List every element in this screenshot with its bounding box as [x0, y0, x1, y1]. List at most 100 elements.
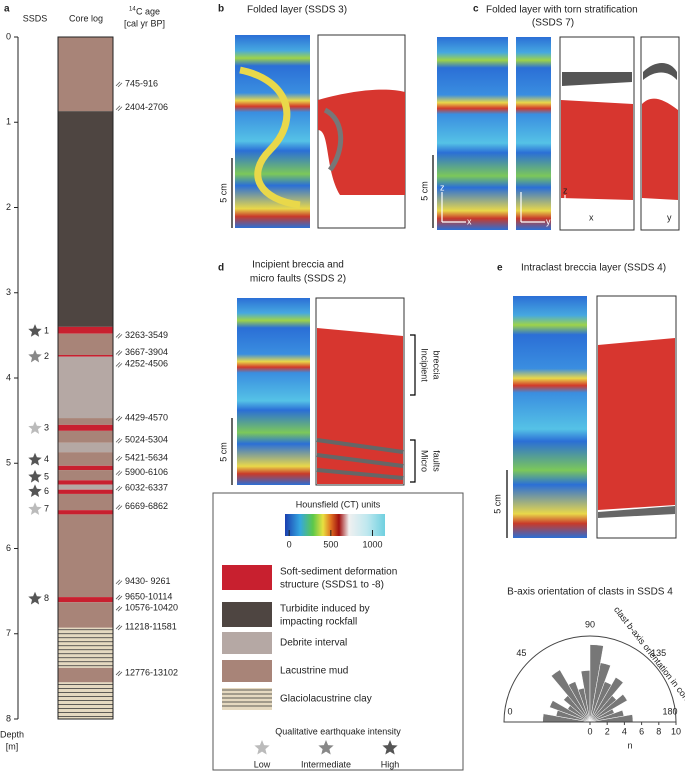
- core-layer: [58, 452, 113, 466]
- age-label: 10576-10420: [125, 603, 178, 613]
- annotation: faults: [432, 450, 442, 472]
- rose-wedge: [589, 694, 628, 723]
- intensity-star: [318, 740, 334, 755]
- legend-label: Turbidite induced by: [280, 604, 370, 615]
- panel-title: Folded layer with torn stratification: [486, 5, 638, 16]
- age-label: 12776-13102: [125, 667, 178, 677]
- axis-letter: y: [667, 212, 672, 222]
- intensity-title: Qualitative earthquake intensity: [275, 726, 401, 736]
- age-label: 5900-6106: [125, 467, 168, 477]
- colorbar-tick-label: 500: [323, 539, 338, 549]
- header: [cal yr BP]: [124, 18, 165, 28]
- sample-marker: [115, 670, 123, 677]
- sample-marker: [115, 105, 123, 112]
- event-star: [28, 469, 42, 483]
- age-label: 3263-3549: [125, 330, 168, 340]
- age-label: 4252-4506: [125, 359, 168, 369]
- core-layer: [58, 627, 113, 668]
- core-layer: [58, 111, 113, 327]
- depth-tick-label: 4: [6, 372, 11, 382]
- r-tick-label: 8: [656, 726, 661, 736]
- legend-label: Glaciolacustrine clay: [280, 694, 372, 705]
- sample-marker: [115, 81, 123, 88]
- event-star: [28, 349, 42, 363]
- scale-bars: [231, 155, 667, 538]
- sample-marker: [115, 333, 123, 339]
- core-layer: [58, 493, 113, 511]
- deformed-layer: [598, 338, 675, 510]
- legend-swatch: [222, 565, 272, 590]
- panel-title: Folded layer (SSDS 3): [247, 5, 347, 16]
- event-label: 7: [44, 504, 49, 514]
- legend-label: impacting rockfall: [280, 617, 357, 628]
- sample-marker: [115, 437, 123, 444]
- event-star: [28, 452, 42, 466]
- annotation: Incipient: [420, 348, 430, 382]
- core-layer: [58, 37, 113, 112]
- age-label: 6032-6337: [125, 482, 168, 492]
- rose-axis-label: clast b-axis orientation in core: [612, 605, 685, 705]
- event-star: [28, 591, 42, 605]
- age-label: 3667-3904: [125, 347, 168, 357]
- core-layer: [58, 356, 113, 419]
- angle-tick-label: 90: [585, 619, 595, 629]
- layer: [643, 63, 677, 80]
- intensity-star: [382, 740, 398, 755]
- ct-scan: [237, 298, 310, 485]
- superscript: 14: [129, 7, 136, 13]
- angle-tick-label: 0: [507, 706, 512, 716]
- sample-marker: [115, 624, 123, 631]
- age-label: 6669-6862: [125, 501, 168, 511]
- event-star: [28, 324, 42, 337]
- core-layer: [58, 465, 113, 471]
- panel-letter: c: [473, 4, 479, 15]
- core-layer: [58, 326, 113, 334]
- age-label: 2404-2706: [125, 102, 168, 112]
- scale-label: 5 cm: [218, 442, 228, 462]
- axis-label: Depth: [0, 729, 24, 739]
- core-layer: [58, 510, 113, 515]
- event-label: 4: [44, 454, 49, 464]
- depth-tick-label: 5: [6, 458, 11, 468]
- rose-wedge: [589, 676, 624, 723]
- core-layer: [58, 602, 113, 628]
- axis-arrows: [441, 192, 667, 226]
- panel-letter: a: [4, 4, 10, 15]
- sample-marker: [115, 579, 123, 586]
- axis-letter: z: [440, 182, 445, 192]
- core-layer: [58, 418, 113, 425]
- legend-label: Debrite interval: [280, 638, 347, 649]
- ct-scan: [516, 37, 551, 230]
- scale-label: 5 cm: [218, 183, 228, 203]
- age-label: 9430- 9261: [125, 576, 171, 586]
- axis-letter: y: [546, 216, 551, 226]
- age-label: 11218-11581: [125, 621, 177, 631]
- annotation: breccia: [432, 350, 442, 379]
- rose-title: B-axis orientation of clasts in SSDS 4: [507, 587, 673, 598]
- core-layer: [58, 442, 113, 453]
- legend-label: structure (SSDS1 to -8): [280, 580, 384, 591]
- event-star: [28, 421, 42, 434]
- event-label: 6: [44, 486, 49, 496]
- layer: [562, 72, 632, 86]
- depth-tick-label: 8: [6, 713, 11, 723]
- layer: [598, 506, 675, 518]
- event-label: 8: [44, 593, 49, 603]
- header: C age: [136, 6, 160, 16]
- sample-marker: [115, 504, 123, 511]
- scale-label: 5 cm: [419, 181, 429, 201]
- panel-letter: b: [218, 4, 224, 15]
- deformed-layer: [561, 100, 633, 200]
- sample-marker: [115, 455, 123, 462]
- depth-tick-label: 2: [6, 202, 11, 212]
- header: SSDS: [23, 13, 48, 23]
- rose-n-label: n: [627, 740, 632, 750]
- colorbar-title: Hounsfield (CT) units: [296, 499, 381, 509]
- legend-swatch: [222, 688, 272, 710]
- angle-tick-label: 135: [651, 648, 666, 658]
- sample-marker: [115, 470, 123, 476]
- r-tick-label: 10: [671, 726, 681, 736]
- intensity-label: High: [381, 759, 400, 769]
- angle-tick-label: 45: [516, 648, 526, 658]
